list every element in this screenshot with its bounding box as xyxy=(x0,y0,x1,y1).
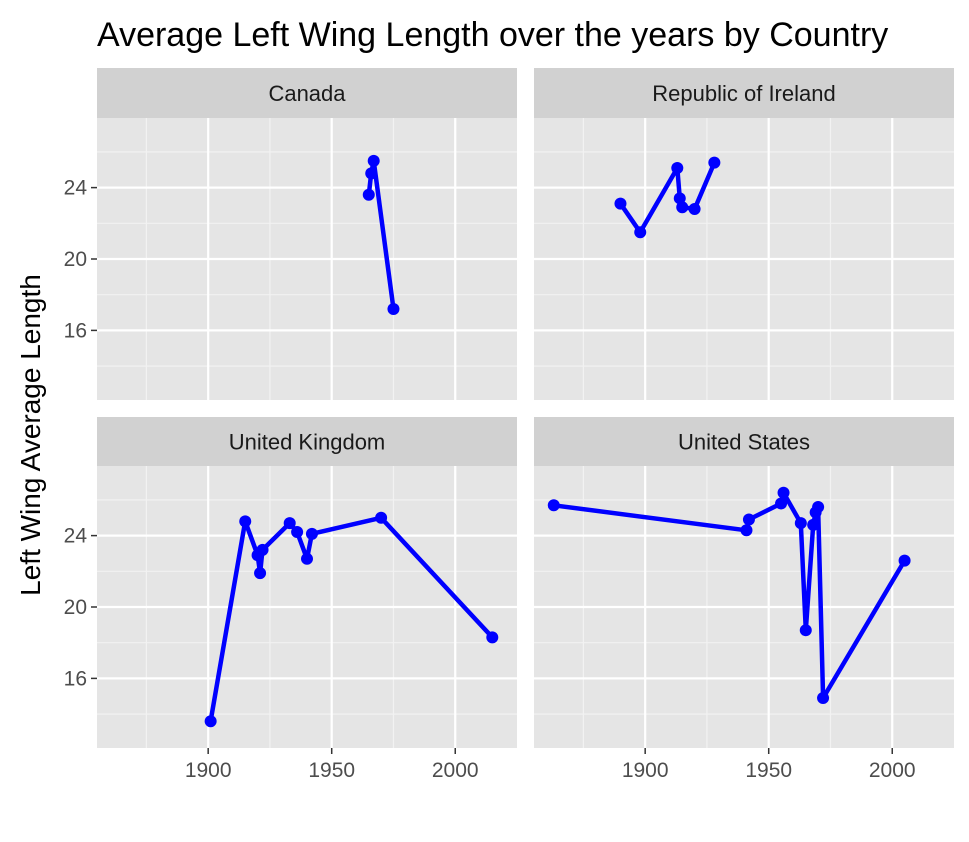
data-point xyxy=(283,517,296,530)
facet-strip-label: Republic of Ireland xyxy=(652,81,835,106)
data-point xyxy=(204,715,217,728)
data-point xyxy=(362,188,375,201)
facet-grid: Canada 16 20 24 Republic of Ireland United Ki… xyxy=(64,68,954,782)
data-point xyxy=(291,526,304,539)
data-point xyxy=(740,524,753,537)
data-point xyxy=(676,201,689,214)
facet-strip xyxy=(534,417,954,466)
data-point xyxy=(547,499,560,512)
y-tick-label: 20 xyxy=(64,596,87,619)
data-point xyxy=(742,513,755,526)
y-axis-title: Left Wing Average Length xyxy=(15,274,46,596)
series-line xyxy=(366,158,396,310)
y-tick-label: 20 xyxy=(64,248,87,271)
chart-title: Average Left Wing Length over the years … xyxy=(97,16,888,54)
facet-strip xyxy=(534,68,954,118)
y-tick-label: 16 xyxy=(64,667,87,690)
data-point xyxy=(305,527,318,540)
data-point xyxy=(794,517,807,530)
data-point xyxy=(777,486,790,499)
facet-strip-label: United Kingdom xyxy=(229,430,386,455)
x-tick-label: 1900 xyxy=(185,759,232,782)
data-point xyxy=(301,552,313,565)
data-point xyxy=(486,631,499,644)
x-tick-label: 2000 xyxy=(432,759,479,782)
data-point xyxy=(256,543,269,556)
data-point xyxy=(775,497,788,510)
facet-panel: United States 1900 1950 2000 xyxy=(534,417,954,782)
facet-strip-label: United States xyxy=(678,430,810,455)
data-point xyxy=(799,624,812,637)
x-tick-label: 2000 xyxy=(869,759,916,782)
data-point xyxy=(367,154,380,167)
data-point xyxy=(254,567,267,580)
x-tick-label: 1900 xyxy=(622,759,669,782)
data-point xyxy=(365,167,378,180)
facet-panel: Canada 16 20 24 xyxy=(64,68,517,400)
data-point xyxy=(688,203,701,216)
data-point xyxy=(812,501,825,514)
data-point xyxy=(898,554,911,567)
x-tick-label: 1950 xyxy=(308,759,355,782)
data-point xyxy=(671,161,684,174)
data-point xyxy=(817,692,830,705)
data-point xyxy=(239,515,252,528)
y-tick-label: 24 xyxy=(64,177,88,200)
y-tick-label: 16 xyxy=(64,319,87,342)
data-point xyxy=(634,226,647,239)
data-point xyxy=(614,197,627,210)
data-point xyxy=(708,156,721,169)
data-point xyxy=(387,302,400,315)
data-point xyxy=(375,511,388,524)
facet-strip-label: Canada xyxy=(268,81,346,106)
x-tick-label: 1950 xyxy=(745,759,792,782)
data-point xyxy=(807,518,820,531)
y-tick-label: 24 xyxy=(64,525,88,548)
facet-panel: United Kingdom 16 20 24 1900 1950 2000 xyxy=(64,417,517,782)
facet-strip xyxy=(97,417,517,466)
facet-strip xyxy=(97,68,517,118)
facet-panel: Republic of Ireland xyxy=(534,68,954,400)
